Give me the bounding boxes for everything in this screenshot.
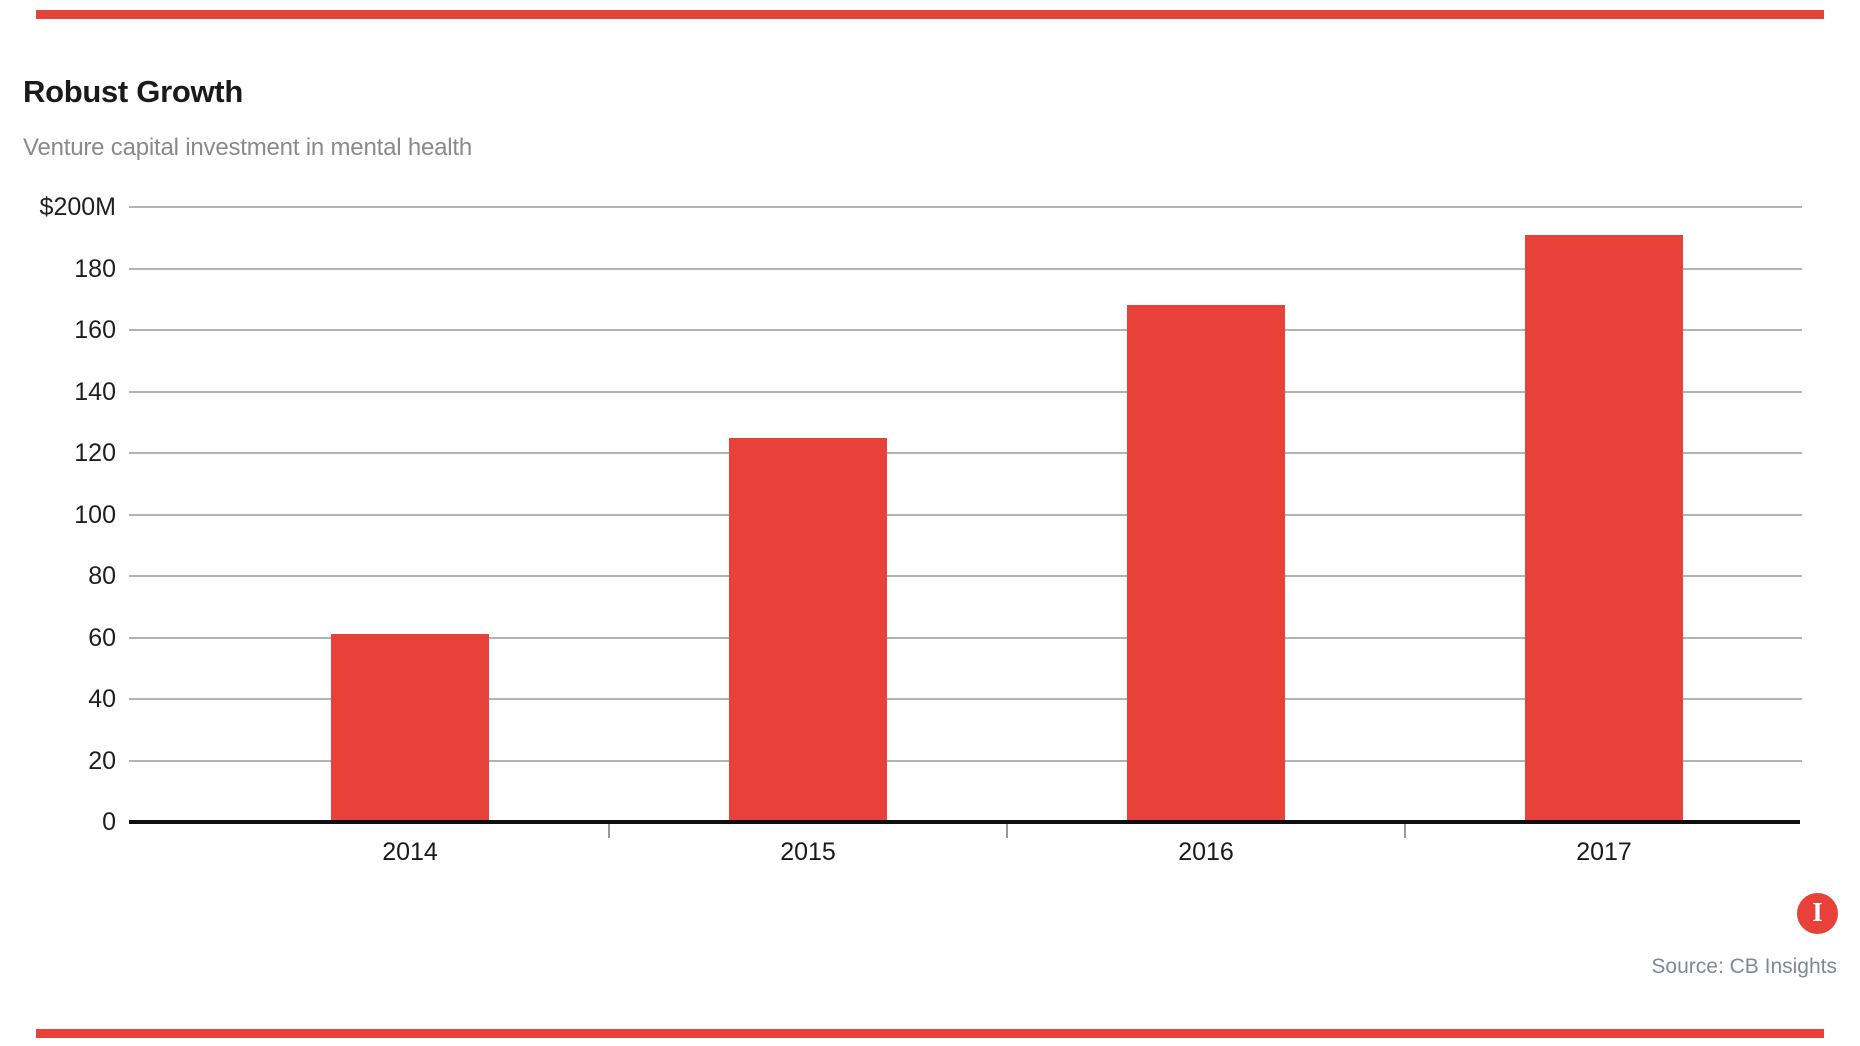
gridline-200	[129, 206, 1802, 208]
axis-baseline	[129, 820, 1800, 824]
y-axis-label-0: 0	[102, 808, 116, 836]
gridline-180	[129, 267, 1802, 270]
gridline-20	[129, 759, 1802, 762]
gridline-160	[129, 329, 1802, 331]
y-axis-label-120: 120	[74, 439, 116, 467]
x-axis-label-2015: 2015	[780, 838, 836, 866]
y-axis-label-80: 80	[88, 562, 116, 590]
y-axis-label-200: $200M	[39, 193, 116, 221]
bar-2017	[1525, 234, 1683, 822]
y-axis-label-40: 40	[88, 685, 116, 713]
y-axis-label-20: 20	[88, 746, 116, 775]
bar-2015	[729, 437, 887, 822]
x-axis-label-2017: 2017	[1576, 838, 1632, 866]
y-axis-label-160: 160	[74, 316, 116, 344]
gridline-100	[129, 513, 1802, 516]
y-axis-label-140: 140	[74, 377, 116, 406]
gridline-40	[129, 698, 1802, 700]
source-credit: Source: CB Insights	[1651, 955, 1837, 978]
gridline-60	[129, 636, 1802, 639]
gridline-120	[129, 452, 1802, 454]
top-accent-rule	[36, 10, 1824, 19]
y-axis-label-100: 100	[74, 500, 116, 529]
y-axis-label-180: 180	[74, 254, 116, 283]
chart-subtitle: Venture capital investment in mental hea…	[23, 134, 473, 161]
x-axis-label-2016: 2016	[1178, 838, 1234, 866]
gridline-140	[129, 390, 1802, 393]
x-axis-label-2014: 2014	[382, 838, 438, 866]
axis-tick	[1006, 823, 1008, 838]
axis-tick	[608, 823, 610, 838]
bar-2014	[331, 634, 489, 822]
axis-tick	[1404, 823, 1406, 838]
y-axis-label-60: 60	[88, 623, 116, 652]
bar-2016	[1127, 305, 1285, 822]
gridline-80	[129, 575, 1802, 577]
cb-insights-logo: I	[1797, 893, 1838, 934]
chart-title: Robust Growth	[23, 74, 243, 109]
bottom-accent-rule	[36, 1029, 1824, 1038]
logo-letter: I	[1812, 897, 1823, 927]
